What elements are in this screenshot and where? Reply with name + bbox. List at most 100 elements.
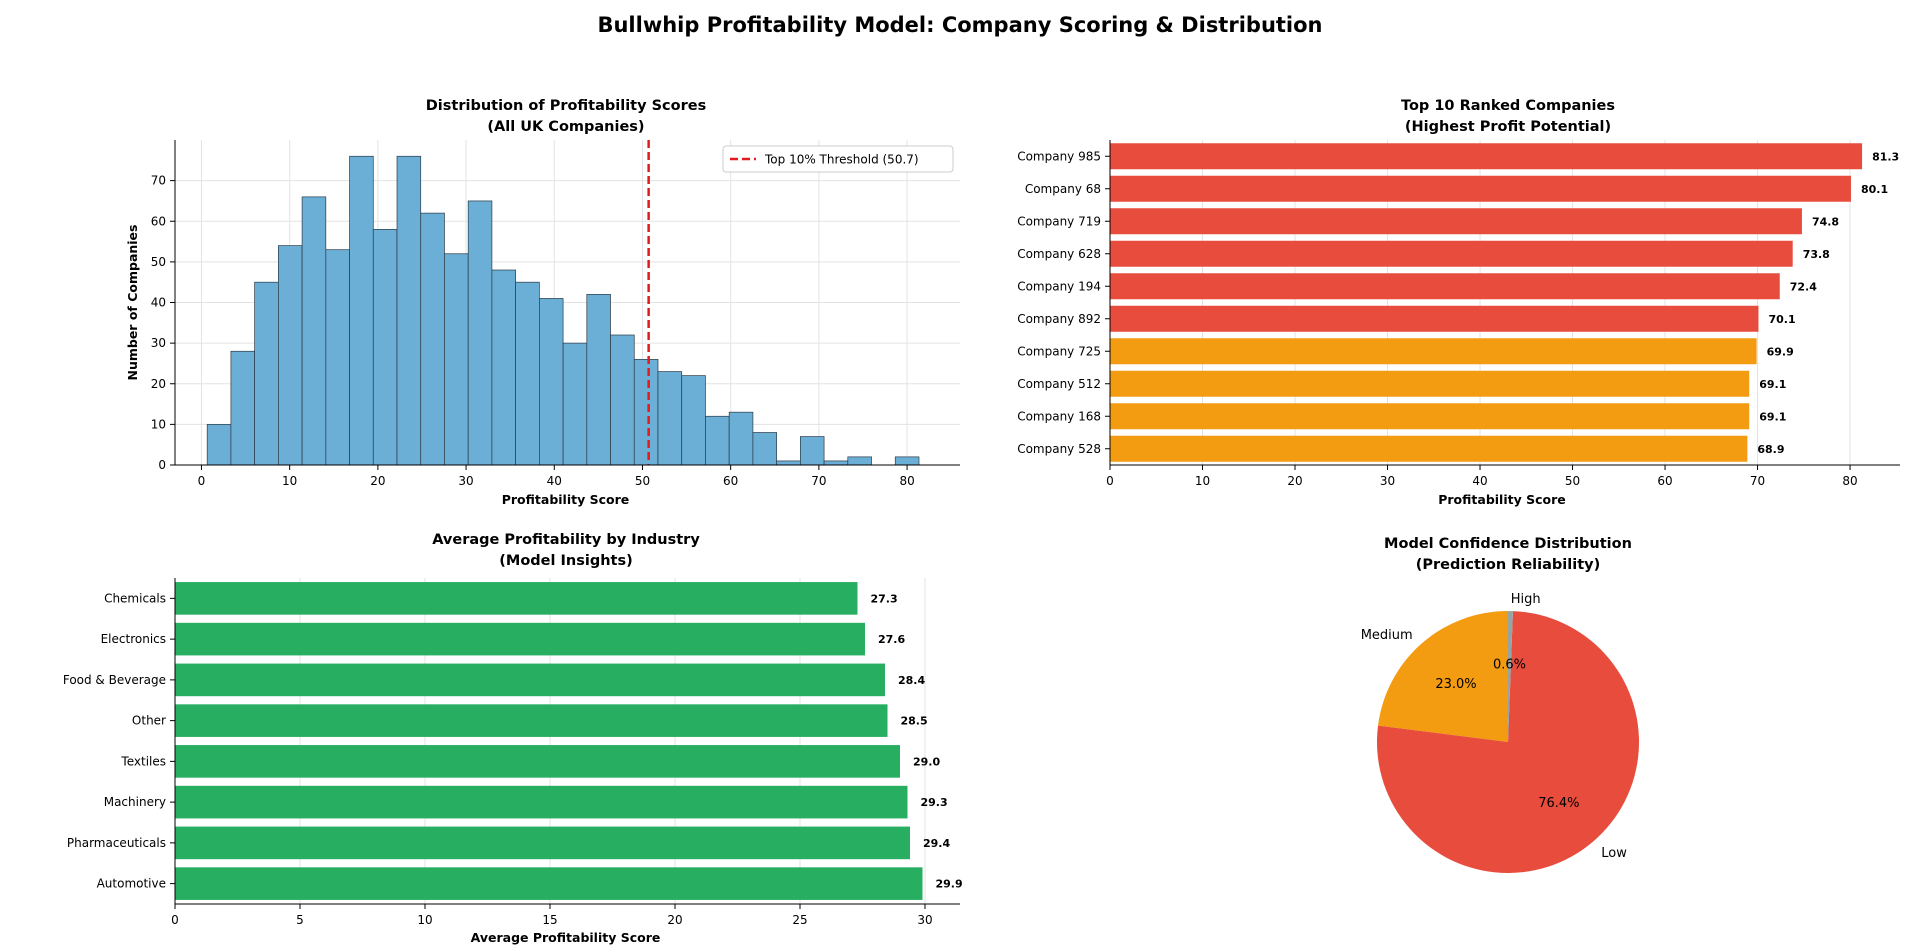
pie-slice xyxy=(1508,611,1513,742)
top10-category-label: Company 985 xyxy=(1017,149,1101,163)
top10-x-tick-label: 40 xyxy=(1472,474,1487,488)
hist-bar xyxy=(657,371,683,466)
top10-value-label: 69.9 xyxy=(1767,345,1794,358)
hist-bars xyxy=(206,155,920,466)
industry-x-tick-label: 30 xyxy=(917,913,932,927)
top10-category-label: Company 725 xyxy=(1017,344,1101,358)
confidence-pie-panel: 23.0% 76.4% 0.6% Medium Low High Model Confide… xyxy=(1361,536,1639,873)
industry-value-label: 29.4 xyxy=(923,837,950,850)
industry-value-label: 29.0 xyxy=(913,755,940,768)
industry-category-label: Textiles xyxy=(120,754,166,768)
industry-value-label: 28.4 xyxy=(898,674,925,687)
industry-x-tick-label: 20 xyxy=(667,913,682,927)
industry-bar xyxy=(175,704,888,737)
hist-bar xyxy=(562,342,588,466)
top10-category-label: Company 528 xyxy=(1017,442,1101,456)
hist-legend: Top 10% Threshold (50.7) xyxy=(722,145,954,173)
industry-bar xyxy=(175,867,923,900)
top10-value-label: 69.1 xyxy=(1759,410,1786,423)
hist-bar xyxy=(372,229,398,466)
hist-y-tick-label: 70 xyxy=(151,174,166,188)
figure-title: Bullwhip Profitability Model: Company Sc… xyxy=(597,13,1323,37)
top10-category-label: Company 68 xyxy=(1025,182,1101,196)
hist-bar xyxy=(894,456,920,466)
hist-bar xyxy=(610,334,635,466)
industry-category-label: Other xyxy=(132,714,166,728)
pie-category-labels: Medium Low High xyxy=(1361,592,1627,861)
industry-value-label: 29.3 xyxy=(921,796,948,809)
pie-title: (Prediction Reliability) xyxy=(1416,557,1600,573)
industry-category-label: Machinery xyxy=(104,795,166,809)
legend-box xyxy=(722,145,954,173)
hist-bar xyxy=(705,415,730,466)
industry-bar xyxy=(175,745,900,778)
top10-category-label: Company 719 xyxy=(1017,214,1101,228)
top10-category-label: Company 512 xyxy=(1017,377,1101,391)
top10-bar xyxy=(1110,208,1802,235)
top10-bar xyxy=(1110,273,1780,300)
industry-bar xyxy=(175,622,865,656)
hist-bar xyxy=(800,436,825,466)
hist-x-tick-label: 40 xyxy=(547,474,562,488)
hist-x-tick-label: 20 xyxy=(370,474,385,488)
hist-y-axis-label: Number of Companies xyxy=(125,225,140,381)
hist-bar xyxy=(515,281,540,466)
industry-value-label: 27.3 xyxy=(871,592,898,605)
top10-x-tick-label: 70 xyxy=(1750,474,1765,488)
industry-category-label: Electronics xyxy=(101,632,166,646)
industry-x-tick-label: 25 xyxy=(792,913,807,927)
hist-bar xyxy=(278,245,303,466)
industry-value-label: 27.6 xyxy=(878,633,905,646)
industry-category-label: Chemicals xyxy=(104,591,166,605)
legend-label: Top 10% Threshold (50.7) xyxy=(764,153,919,167)
hist-x-tick-label: 10 xyxy=(282,474,297,488)
industry-bar xyxy=(175,826,910,860)
top10-value-label: 74.8 xyxy=(1812,215,1839,228)
hist-bar xyxy=(420,212,445,466)
hist-y-tick-label: 0 xyxy=(158,458,166,472)
top10-category-label: Company 194 xyxy=(1017,279,1101,293)
hist-y-tick-label: 10 xyxy=(151,417,166,431)
pie-category-label: High xyxy=(1511,592,1541,607)
top10-bar xyxy=(1110,338,1757,365)
top10-panel: 68.9 69.1 69.1 69.9 70.1 72.4 73.8 74.8 80.1 81.3… xyxy=(1017,98,1900,507)
hist-bar xyxy=(349,155,374,466)
industry-category-label: Automotive xyxy=(97,877,166,891)
top10-value-label: 69.1 xyxy=(1759,378,1786,391)
pie-percent-label: 0.6% xyxy=(1493,657,1526,672)
hist-bar xyxy=(301,196,327,466)
pie-slice xyxy=(1378,611,1508,742)
industry-value-labels: 29.9 29.4 29.3 29.0 28.5 28.4 27.6 27.3 xyxy=(871,592,963,890)
pie-percent-label: 23.0% xyxy=(1435,677,1476,692)
top10-bar xyxy=(1110,403,1750,430)
industry-bar xyxy=(175,582,858,615)
histogram-panel: 0 10 20 30 40 50 60 70 80 0 10 20 30 40 50 60 70 Profitab… xyxy=(125,98,960,507)
hist-bar xyxy=(254,281,279,466)
pie-percent-label: 76.4% xyxy=(1538,796,1579,811)
industry-x-tick-label: 15 xyxy=(542,913,557,927)
top10-category-label: Company 892 xyxy=(1017,312,1101,326)
top10-x-tick-label: 60 xyxy=(1657,474,1672,488)
top10-x-tick-label: 0 xyxy=(1106,474,1114,488)
hist-x-axis-label: Profitability Score xyxy=(502,492,630,507)
hist-y-tick-label: 50 xyxy=(151,255,166,269)
hist-bar xyxy=(206,424,232,466)
industry-bars xyxy=(175,582,923,900)
hist-x-tick-label: 80 xyxy=(899,474,914,488)
pie-category-label: Medium xyxy=(1361,628,1413,643)
hist-x-tick-label: 50 xyxy=(635,474,650,488)
hist-bar xyxy=(728,411,754,466)
pie-slices xyxy=(1377,611,1639,873)
industry-x-tick-label: 10 xyxy=(417,913,432,927)
industry-category-label: Pharmaceuticals xyxy=(67,836,166,850)
top10-value-label: 81.3 xyxy=(1872,150,1899,163)
hist-bar xyxy=(491,269,516,466)
hist-bar xyxy=(633,359,659,466)
top10-value-label: 68.9 xyxy=(1757,443,1784,456)
hist-bar xyxy=(539,298,564,466)
industry-bar xyxy=(175,663,885,697)
top10-bar xyxy=(1110,435,1748,462)
top10-title: (Highest Profit Potential) xyxy=(1405,119,1611,135)
hist-bar xyxy=(681,375,706,466)
hist-x-tick-label: 70 xyxy=(811,474,826,488)
